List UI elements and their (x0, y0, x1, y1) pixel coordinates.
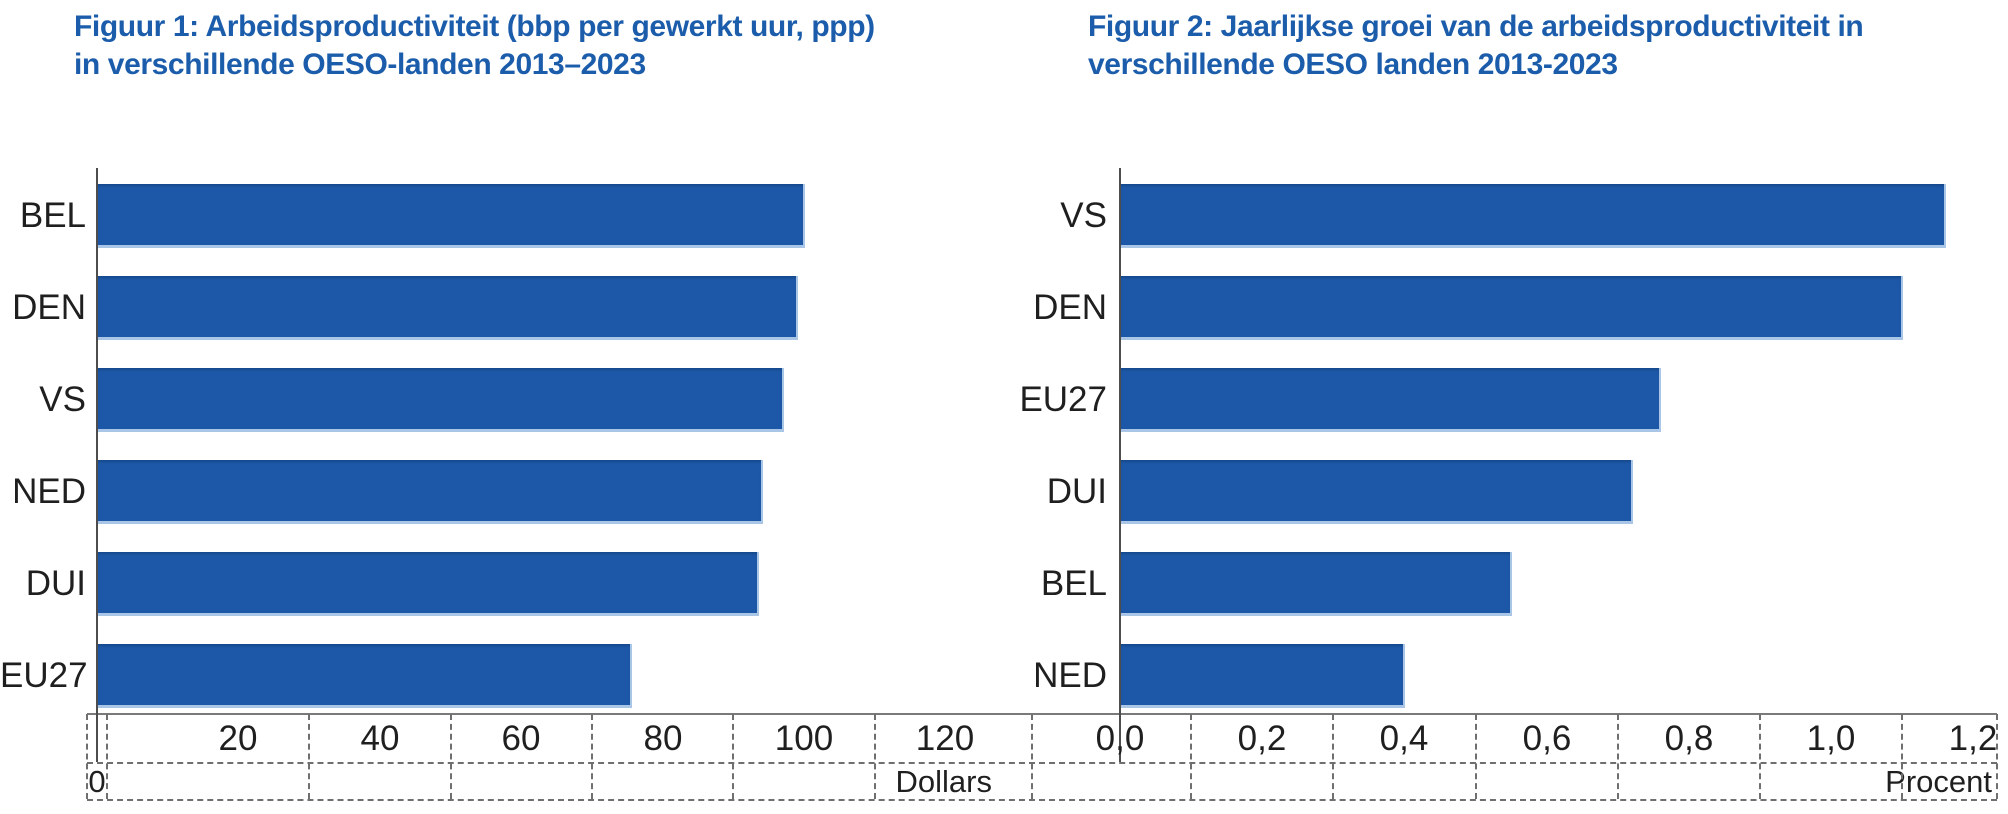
bar-ned (98, 460, 763, 524)
x-tick-label: 1,0 (1806, 719, 1856, 758)
y-axis-line (1119, 168, 1121, 762)
category-label-bel: BEL (1040, 564, 1107, 603)
x-axis-unit-label: Procent (1885, 764, 1992, 799)
grid-cell-divider-dashed (1617, 714, 1619, 799)
x-tick-label: 20 (218, 719, 258, 758)
category-label-eu27: EU27 (0, 656, 88, 695)
category-label-eu27: EU27 (1019, 380, 1107, 419)
figure2-title: Figuur 2: Jaarlijkse groei van de arbeid… (1088, 8, 1864, 84)
bar-dui (98, 552, 759, 616)
grid-cell-divider-dashed (1475, 714, 1477, 799)
bar-dui (1121, 460, 1633, 524)
bar-vs (98, 368, 784, 432)
grid-cell-divider-dashed (1190, 714, 1192, 799)
x-tick-label: 120 (915, 719, 975, 758)
grid-cell-divider-dashed (591, 714, 593, 799)
y-axis-line (96, 168, 98, 762)
bar-den (1121, 276, 1903, 340)
grid-cell-divider-dashed (1031, 714, 1033, 799)
figure2-title-line1: Figuur 2: Jaarlijkse groei van de arbeid… (1088, 10, 1864, 43)
category-label-den: DEN (12, 288, 86, 327)
table-row-divider-dashed (87, 762, 1997, 764)
bar-den (98, 276, 798, 340)
grid-cell-divider-dashed (308, 714, 310, 799)
grid-cell-divider-dashed (1759, 714, 1761, 799)
table-bottom-border-dashed (87, 799, 1997, 801)
grid-cell-divider-dashed (106, 714, 108, 799)
category-label-ned: NED (12, 472, 86, 511)
x-axis-line (87, 713, 1997, 715)
grid-cell-divider-dashed (1901, 714, 1903, 799)
category-label-vs: VS (39, 380, 86, 419)
bar-bel (98, 184, 805, 248)
x-tick-label: 0,8 (1664, 719, 1714, 758)
grid-cell-divider-dashed (1996, 714, 1998, 799)
x-tick-label: 80 (643, 719, 683, 758)
x-tick-label: 0,0 (1095, 719, 1145, 758)
category-label-den: DEN (1033, 288, 1107, 327)
category-label-dui: DUI (25, 564, 86, 603)
x-tick-label: 0,6 (1522, 719, 1572, 758)
figure2-title-line2: verschillende OESO landen 2013-2023 (1088, 48, 1618, 81)
bar-eu27 (1121, 368, 1661, 432)
grid-cell-divider-dashed (732, 714, 734, 799)
x-tick-label: 40 (360, 719, 400, 758)
bar-vs (1121, 184, 1946, 248)
category-label-vs: VS (1060, 196, 1107, 235)
bar-bel (1121, 552, 1512, 616)
x-tick-label: 1,2 (1948, 719, 1998, 758)
grid-cell-divider-dashed (86, 714, 88, 799)
figure1-title-line2: in verschillende OESO-landen 2013–2023 (74, 48, 646, 81)
origin-label: 0 (88, 764, 106, 799)
x-tick-label: 0,4 (1379, 719, 1429, 758)
grid-cell-divider-dashed (874, 714, 876, 799)
x-tick-label: 0,2 (1237, 719, 1287, 758)
x-axis-unit-label: Dollars (895, 764, 992, 799)
category-label-ned: NED (1033, 656, 1107, 695)
figure1-title: Figuur 1: Arbeidsproductiviteit (bbp per… (74, 8, 875, 84)
bar-eu27 (98, 644, 632, 708)
grid-cell-divider-dashed (450, 714, 452, 799)
x-tick-label: 100 (774, 719, 834, 758)
bar-ned (1121, 644, 1405, 708)
x-tick-label: 60 (501, 719, 541, 758)
grid-cell-divider-dashed (1332, 714, 1334, 799)
category-label-dui: DUI (1046, 472, 1107, 511)
category-label-bel: BEL (19, 196, 86, 235)
figure1-title-line1: Figuur 1: Arbeidsproductiviteit (bbp per… (74, 10, 875, 43)
